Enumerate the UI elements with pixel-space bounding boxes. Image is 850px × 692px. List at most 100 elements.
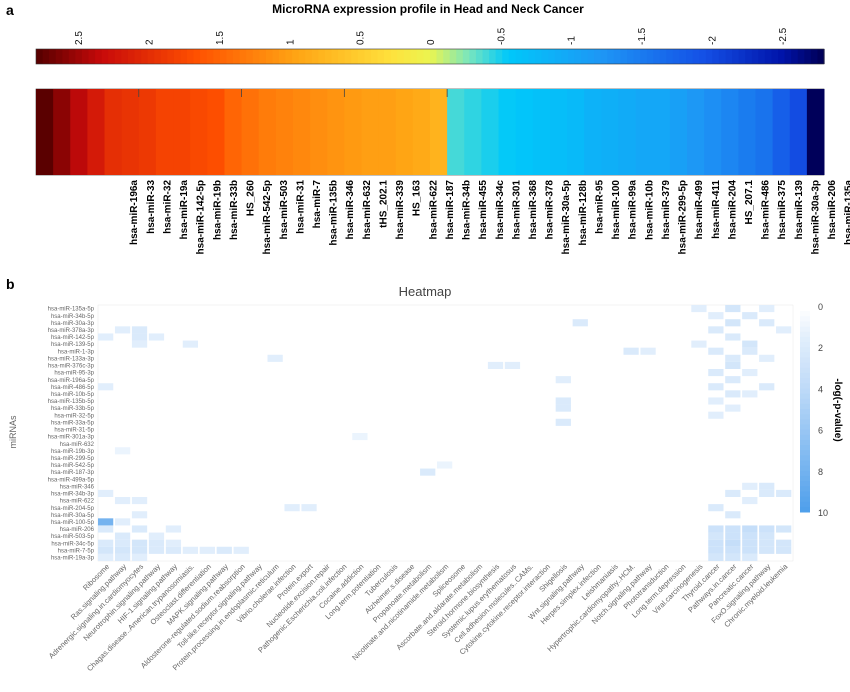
row-label: hsa-miR-135b-5p (48, 399, 95, 405)
heatmap-cell (742, 546, 758, 554)
heatmap-cell (131, 511, 148, 519)
expression-cell (532, 89, 551, 175)
colorbar-segment (36, 49, 44, 64)
expression-cell (567, 89, 585, 175)
heatmap-cell (131, 497, 148, 505)
colorbar-tick-label: -1 (567, 36, 578, 45)
colorbar-segment (482, 49, 490, 64)
colorbar-segment (800, 460, 810, 467)
heatmap-cell (725, 361, 741, 369)
expression-cell (104, 89, 123, 175)
colorbar-segment (390, 49, 398, 64)
colorbar-segment (101, 49, 109, 64)
panel-b-column-labels: RibosomeRas.signaling.pathwayAdrenergic.… (47, 561, 790, 673)
heatmap-cell (708, 539, 724, 547)
colorbar-segment (800, 342, 810, 348)
heatmap-cell (572, 319, 588, 327)
colorbar-segment (443, 49, 451, 64)
heatmap-cell (708, 326, 724, 334)
colorbar-segment (800, 424, 810, 431)
expression-cell (36, 89, 54, 175)
heatmap-cell (708, 369, 724, 377)
mirna-label: hsa-miR-34c (495, 180, 506, 240)
colorbar-tick-label: 0.5 (356, 31, 367, 45)
colorbar-segment (745, 49, 753, 64)
row-label: hsa-miR-34b-5p (51, 314, 95, 320)
colorbar-segment (489, 49, 497, 64)
heatmap-cell (708, 411, 724, 419)
colorbar-segment (95, 49, 103, 64)
colorbar-segment (800, 362, 810, 369)
heatmap-cell (165, 546, 182, 554)
colorbar-segment (416, 49, 425, 64)
colorbar-segment (324, 49, 333, 64)
colorbar-segment (800, 336, 810, 343)
row-label: hsa-miR-139-5p (51, 342, 95, 348)
row-label: hsa-miR-499a-5p (48, 477, 95, 483)
row-label: hsa-miR-542-5p (51, 463, 95, 469)
colorbar-segment (515, 49, 523, 64)
heatmap-cell (98, 525, 114, 533)
colorbar-segment (692, 49, 700, 64)
heatmap-cell (708, 553, 724, 561)
mirna-label: hsa-miR-139 (794, 180, 805, 240)
row-label: hsa-miR-34b-3p (51, 492, 95, 498)
panel-b-colorbar: 0 2 4 6 8 10 (800, 302, 828, 518)
colorbar-segment (462, 49, 470, 64)
heatmap-cell (742, 532, 758, 540)
colorbar-segment (705, 49, 713, 64)
heatmap-cell (708, 397, 724, 405)
expression-cell (173, 89, 191, 175)
colorbar-segment (800, 388, 810, 395)
colorbar-segment (541, 49, 549, 64)
heatmap-cell (114, 326, 131, 334)
colorbar-segment (640, 49, 648, 64)
heatmap-cell (148, 539, 165, 547)
heatmap-cell (640, 347, 656, 355)
mirna-label: hsa-miR-135a (844, 180, 850, 245)
colorbar-segment (528, 49, 536, 64)
colorbar-segment (800, 491, 810, 498)
mirna-label: hsa-miR-411 (711, 180, 722, 239)
mirna-label: hsa-miR-33 (146, 180, 157, 234)
colorbar-segment (800, 367, 810, 374)
colorbar-segment (561, 49, 569, 64)
heatmap-cell (131, 525, 148, 533)
colorbar-segment (633, 49, 641, 64)
colorbar-segment (554, 49, 562, 64)
heatmap-cell (759, 319, 775, 327)
colorbar-segment (305, 49, 313, 64)
expression-cell (87, 89, 106, 175)
mirna-label: hsa-miR-30a-5p (561, 180, 572, 254)
colorbar-tick-label: -2.5 (778, 27, 789, 45)
colorbar-segment (206, 49, 214, 64)
row-label: hsa-miR-142-5p (51, 335, 95, 341)
colorbar-segment (68, 49, 76, 64)
mirna-label: hsa-miR-10b (644, 180, 655, 240)
colorbar-segment (600, 49, 608, 64)
row-label: hsa-miR-632 (60, 442, 95, 448)
colorbar-segment (800, 419, 810, 425)
colorbar-segment (653, 49, 661, 64)
row-label: hsa-miR-622 (60, 499, 95, 505)
colorbar-segment (456, 49, 464, 64)
colorbar-segment (475, 49, 484, 64)
panel-b: b Heatmap miRNAs hsa-miR-135a-5phsa-miR-… (6, 276, 843, 673)
row-label: hsa-miR-32-5p (54, 413, 94, 419)
colorbar-segment (574, 49, 582, 64)
mirna-label: HS_207.1 (744, 180, 755, 225)
heatmap-cell (98, 383, 114, 391)
colorbar-segment (495, 49, 503, 64)
colorbar-segment (758, 49, 766, 64)
expression-cell (207, 89, 225, 175)
colorbar-segment (800, 501, 810, 508)
heatmap-cell (759, 489, 775, 497)
colorbar-segment (318, 49, 326, 64)
colorbar-segment (804, 49, 812, 64)
colorbar-segment (344, 49, 352, 64)
heatmap-cell (742, 497, 758, 505)
colorbar-tick-label: 1 (285, 39, 296, 45)
colorbar-segment (607, 49, 615, 64)
colorbar-segment (259, 49, 267, 64)
colorbar-segment (800, 347, 810, 353)
